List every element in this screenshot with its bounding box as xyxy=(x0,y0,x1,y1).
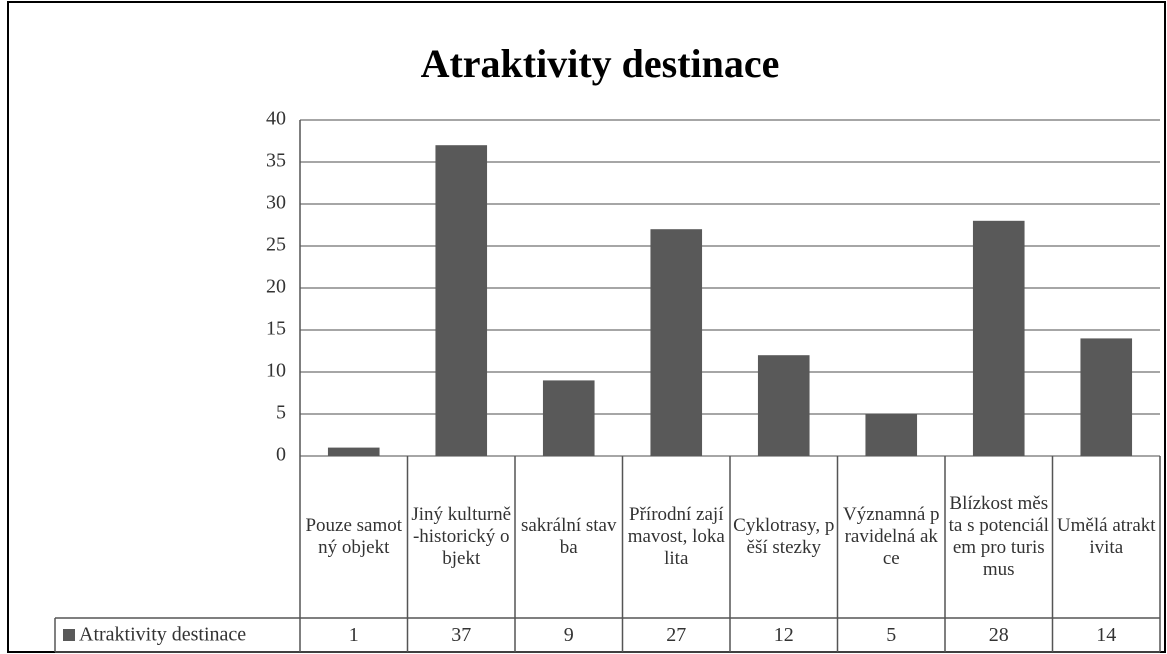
bar xyxy=(650,229,703,456)
x-tick-label: Blízkost města s potenciálem pro turismu… xyxy=(948,493,1049,580)
legend-label: Atraktivity destinace xyxy=(79,624,246,646)
data-table-value: 9 xyxy=(563,623,574,646)
y-tick-label: 0 xyxy=(276,444,286,466)
y-tick-label: 10 xyxy=(266,360,286,382)
bar xyxy=(542,380,595,456)
data-table-value: 12 xyxy=(773,623,794,646)
bar xyxy=(865,414,918,456)
data-table-value: 28 xyxy=(988,623,1009,646)
x-tick-label: Významná pravidelná akce xyxy=(842,504,940,569)
data-table-value: 14 xyxy=(1096,623,1117,646)
y-tick-label: 35 xyxy=(266,150,286,172)
x-tick-label: Pouze samotný objekt xyxy=(305,515,403,558)
y-tick-label: 15 xyxy=(266,318,286,340)
legend-key xyxy=(63,629,75,641)
bar xyxy=(757,355,810,456)
x-tick-label: Přírodní zajímavost, lokalita xyxy=(627,504,725,569)
data-table-value: 37 xyxy=(451,623,472,646)
x-tick-label: sakrální stavba xyxy=(520,515,617,558)
y-tick-label: 30 xyxy=(266,192,286,214)
bar xyxy=(327,447,380,456)
y-tick-label: 5 xyxy=(276,402,286,424)
chart-title: Atraktivity destinace xyxy=(421,41,780,86)
bar xyxy=(972,220,1025,456)
y-tick-label: 40 xyxy=(266,108,286,130)
x-tick-label: Cyklotrasy, pěší stezky xyxy=(733,515,835,558)
bar xyxy=(1080,338,1133,456)
x-tick-label: Jiný kulturně-historický objekt xyxy=(411,504,512,569)
bar xyxy=(435,145,488,456)
data-table-value: 1 xyxy=(348,623,359,646)
data-table-value: 27 xyxy=(666,623,687,646)
data-table-value: 5 xyxy=(886,623,897,646)
y-tick-label: 20 xyxy=(266,276,286,298)
x-tick-label: Umělá atraktivita xyxy=(1056,515,1156,558)
y-tick-label: 25 xyxy=(266,234,286,256)
